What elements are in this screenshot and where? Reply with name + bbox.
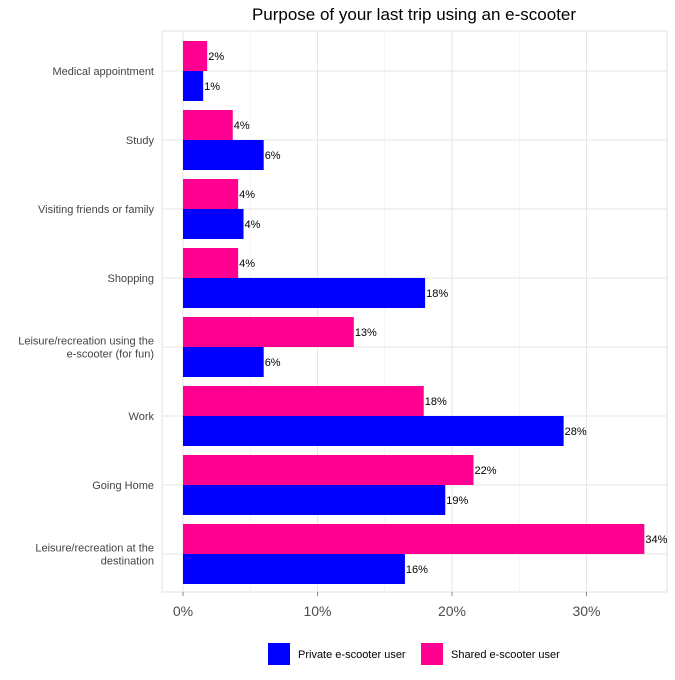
data-label-shared: 13% xyxy=(355,327,377,339)
bar-private xyxy=(183,71,204,101)
data-label-private: 6% xyxy=(265,150,281,162)
bar-private xyxy=(183,347,264,377)
data-label-private: 19% xyxy=(446,495,468,507)
data-label-private: 1% xyxy=(204,81,220,93)
bar-shared xyxy=(183,110,233,140)
data-label-shared: 18% xyxy=(425,396,447,408)
bar-shared xyxy=(183,317,354,347)
bar-private xyxy=(183,278,426,308)
bar-shared xyxy=(183,41,208,71)
bars: 2% 1% 4% 6% 4% 4% 4% 18% 13% 6% 18% 28% 22% 19% 34% 16% xyxy=(183,41,668,584)
x-tick-label: 10% xyxy=(303,603,331,619)
x-tick-label: 0% xyxy=(173,603,193,619)
chart-title: Purpose of your last trip using an e-sco… xyxy=(252,5,576,24)
bar-private xyxy=(183,416,564,446)
legend-swatch xyxy=(421,643,443,665)
x-tick-label: 20% xyxy=(438,603,466,619)
data-label-private: 4% xyxy=(245,219,261,231)
bar-private xyxy=(183,485,446,515)
bar-private xyxy=(183,554,405,584)
category-label: Visiting friends or family xyxy=(38,204,154,216)
category-label: Leisure/recreation using the e-scooter (f… xyxy=(18,336,154,361)
category-label: Shopping xyxy=(108,273,155,285)
bar-private xyxy=(183,140,264,170)
legend-label: Shared e-scooter user xyxy=(451,649,560,661)
x-axis-ticks: 0% 10% 20% 30% xyxy=(173,592,601,619)
category-label: Study xyxy=(126,135,155,147)
bar-shared xyxy=(183,455,474,485)
data-label-shared: 4% xyxy=(234,120,250,132)
category-label: Going Home xyxy=(92,480,154,492)
bar-shared xyxy=(183,248,239,278)
legend-label: Private e-scooter user xyxy=(298,649,406,661)
x-tick-label: 30% xyxy=(572,603,600,619)
category-label: Work xyxy=(129,411,155,423)
data-label-private: 18% xyxy=(426,288,448,300)
data-label-shared: 4% xyxy=(239,258,255,270)
data-label-shared: 34% xyxy=(645,534,667,546)
data-label-shared: 22% xyxy=(475,465,497,477)
bar-shared xyxy=(183,386,424,416)
category-label: Leisure/recreation at the destination xyxy=(35,543,154,568)
legend: Private e-scooter user Shared e-scooter u… xyxy=(268,643,560,665)
data-label-private: 6% xyxy=(265,357,281,369)
data-label-private: 16% xyxy=(406,564,428,576)
legend-swatch xyxy=(268,643,290,665)
data-label-shared: 4% xyxy=(239,189,255,201)
category-label: Medical appointment xyxy=(52,66,154,78)
data-label-shared: 2% xyxy=(208,51,224,63)
data-label-private: 28% xyxy=(565,426,587,438)
bar-shared xyxy=(183,179,239,209)
category-labels: Medical appointment Study Visiting friends… xyxy=(18,66,154,568)
bar-private xyxy=(183,209,244,239)
bar-shared xyxy=(183,524,645,554)
plot-panel xyxy=(161,30,668,593)
